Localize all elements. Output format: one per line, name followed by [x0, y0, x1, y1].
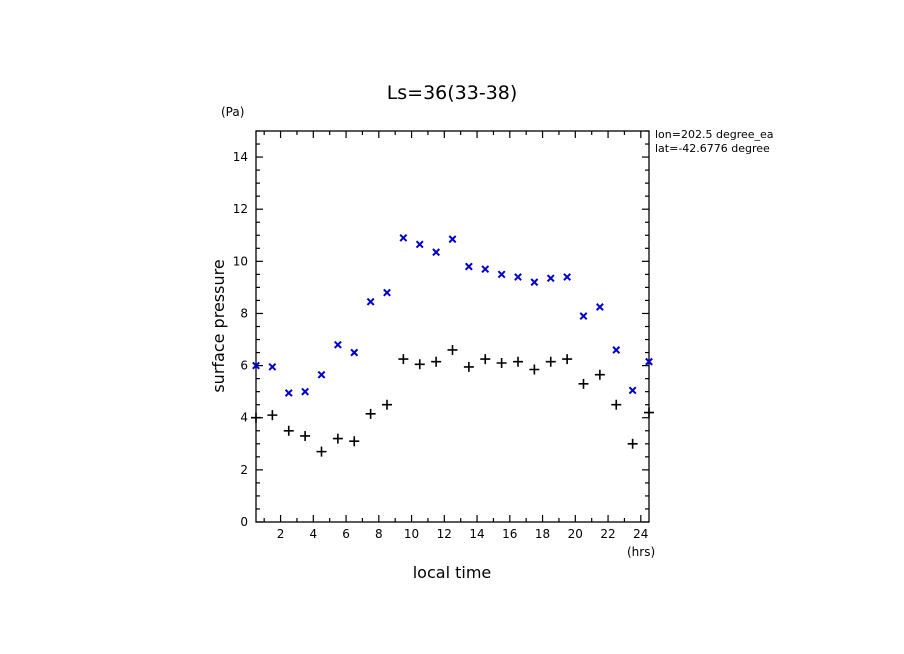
y-tick-label: 0: [240, 515, 248, 529]
data-point-x: [432, 248, 441, 257]
y-tick-label: 2: [240, 463, 248, 477]
data-point-plus: [447, 344, 458, 355]
data-point-x: [415, 240, 424, 249]
data-point-plus: [349, 436, 360, 447]
x-tick-label: 4: [309, 527, 317, 541]
data-point-plus: [267, 410, 278, 421]
x-tick-label: 10: [404, 527, 419, 541]
data-point-x: [579, 312, 588, 320]
y-axis-label: surface pressure: [209, 259, 228, 392]
data-point-plus: [627, 438, 638, 449]
y-unit-label: (Pa): [221, 105, 244, 119]
data-point-x: [268, 362, 277, 371]
data-point-plus: [513, 356, 523, 367]
x-unit-label: (hrs): [627, 545, 655, 559]
data-point-x: [481, 265, 490, 274]
data-point-plus: [300, 430, 311, 441]
data-point-plus: [398, 354, 409, 365]
data-point-x: [350, 348, 359, 357]
chart-title: Ls=36(33-38): [387, 82, 518, 104]
data-point-plus: [463, 361, 474, 372]
data-point-plus: [332, 433, 343, 444]
data-point-plus: [594, 369, 605, 380]
y-tick-label: 12: [233, 202, 248, 216]
data-point-x: [383, 288, 391, 297]
data-point-x: [530, 278, 539, 287]
data-point-x: [448, 235, 457, 244]
data-point-x: [252, 361, 260, 370]
data-point-plus: [316, 446, 327, 457]
x-tick-label: 20: [568, 527, 583, 541]
data-point-x: [645, 357, 653, 366]
data-point-plus: [578, 378, 589, 389]
data-point-x: [464, 262, 473, 271]
data-point-plus: [431, 356, 442, 367]
data-point-plus: [562, 354, 573, 365]
y-tick-label: 4: [240, 411, 248, 425]
x-tick-label: 12: [437, 527, 452, 541]
data-point-x: [333, 340, 342, 349]
data-point-plus: [414, 359, 425, 370]
y-tick-label: 14: [233, 150, 248, 164]
data-point-x: [595, 303, 604, 311]
data-point-x: [317, 370, 326, 379]
data-point-x: [399, 233, 408, 242]
x-axis-label: local time: [413, 563, 492, 582]
data-point-x: [301, 387, 310, 396]
x-tick-label: 14: [469, 527, 484, 541]
x-tick-label: 2: [277, 527, 285, 541]
data-point-plus: [251, 412, 261, 423]
data-point-x: [514, 273, 522, 281]
data-point-plus: [529, 364, 540, 375]
data-point-x: [497, 270, 506, 279]
x-tick-label: 18: [535, 527, 550, 541]
data-point-x: [563, 273, 572, 281]
annotation-lat: lat=-42.6776 degree: [655, 142, 770, 155]
annotation-lon: lon=202.5 degree_ea: [655, 128, 774, 141]
data-point-plus: [644, 407, 654, 418]
plot-frame: [255, 130, 650, 523]
data-point-plus: [480, 354, 491, 365]
x-tick-label: 6: [342, 527, 350, 541]
x-tick-label: 16: [502, 527, 517, 541]
x-tick-label: 8: [375, 527, 383, 541]
data-point-plus: [496, 357, 507, 368]
data-point-plus: [365, 408, 376, 419]
data-point-plus: [611, 399, 622, 410]
x-tick-label: 24: [633, 527, 648, 541]
data-point-x: [546, 274, 555, 283]
data-point-plus: [382, 399, 392, 410]
data-point-plus: [283, 425, 294, 436]
y-tick-label: 10: [233, 254, 248, 268]
data-point-x: [366, 297, 375, 306]
data-point-x: [628, 386, 637, 395]
y-tick-label: 6: [240, 359, 248, 373]
data-point-plus: [545, 356, 556, 367]
data-point-x: [612, 346, 621, 354]
y-tick-label: 8: [240, 306, 248, 320]
x-tick-label: 22: [600, 527, 615, 541]
data-point-x: [284, 389, 293, 397]
